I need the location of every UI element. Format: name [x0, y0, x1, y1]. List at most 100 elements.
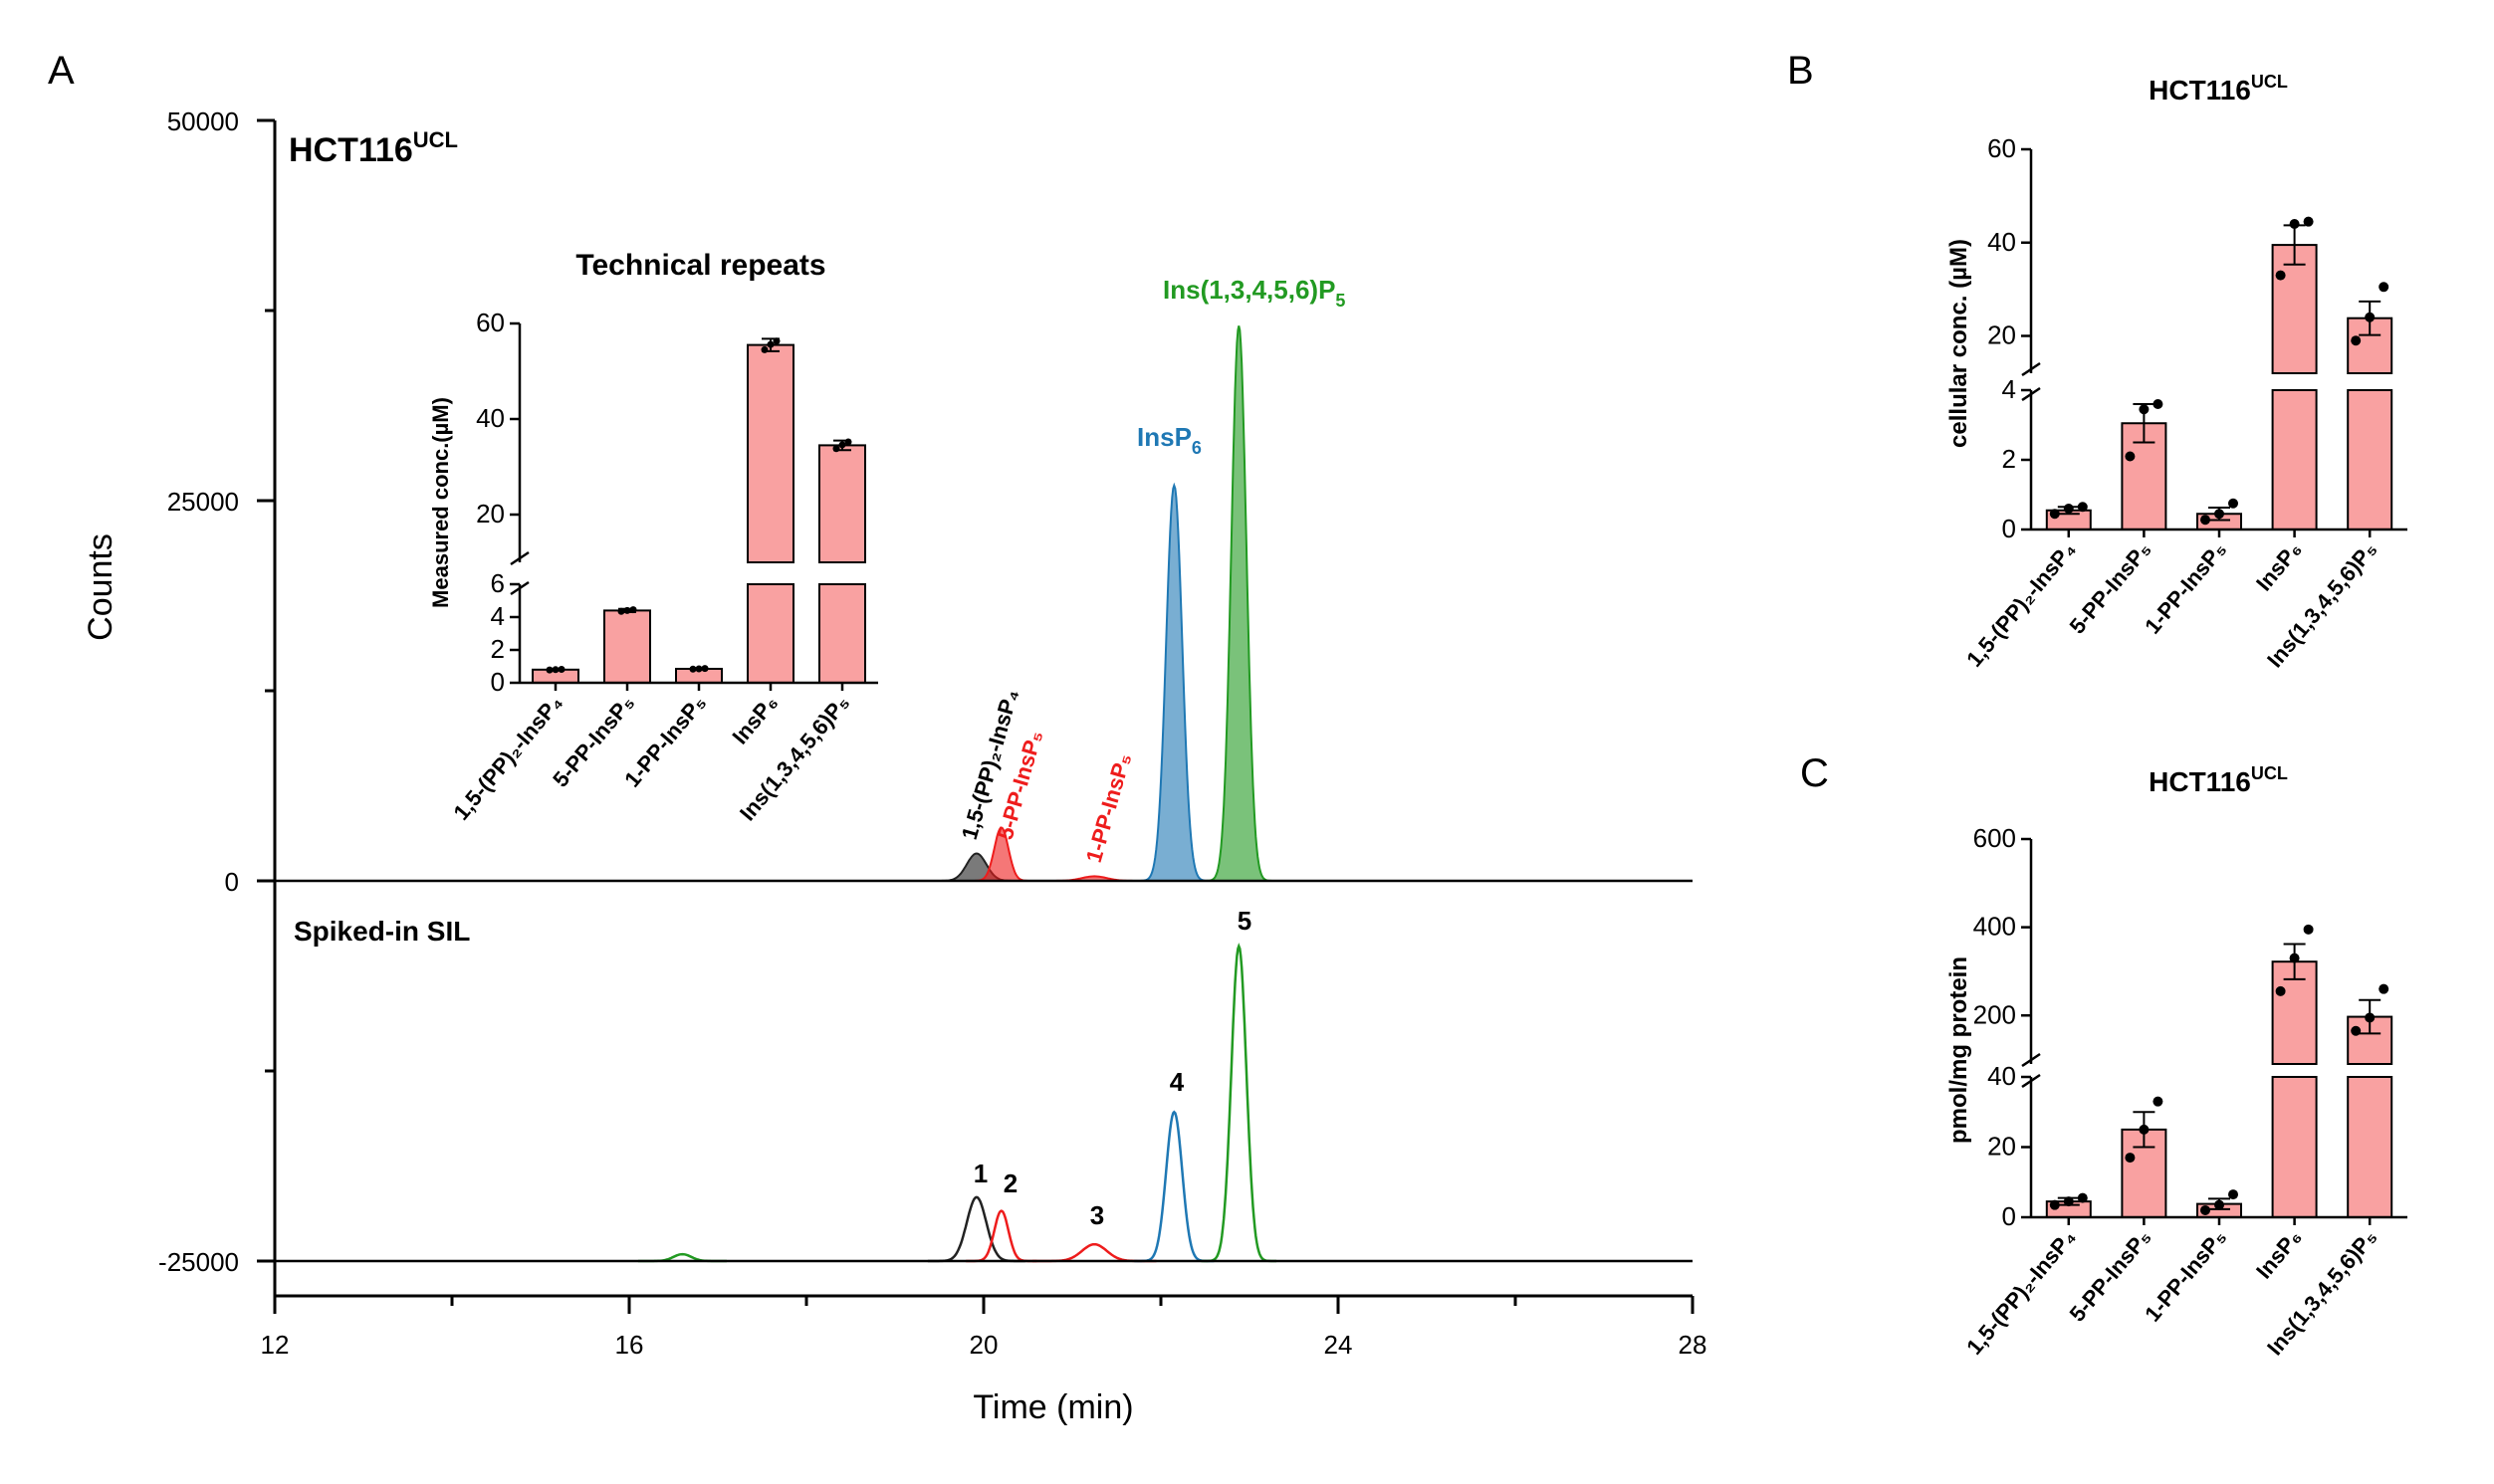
a-sample-peak — [1134, 482, 1215, 882]
y-tick-label: 60 — [1987, 133, 2016, 163]
y-tick-label: 200 — [1973, 999, 2016, 1029]
a-sample-peak — [1201, 325, 1277, 882]
data-point — [2200, 515, 2210, 526]
panel-label-b: B — [1787, 49, 1814, 93]
y-tick-label: 20 — [1987, 320, 2016, 350]
data-point — [2289, 219, 2300, 229]
y-tick-label: 0 — [2002, 1201, 2016, 1231]
panel-a-chromatogram: 50000 25000 0 -25000 12 16 20 24 28 Time… — [82, 106, 1706, 1426]
bar — [2271, 1076, 2318, 1218]
category-label: InsP₆ — [2251, 536, 2306, 595]
a-sil-number-2: 2 — [1004, 1168, 1018, 1198]
data-point — [2379, 983, 2389, 994]
data-point — [2275, 985, 2286, 996]
data-point — [832, 445, 840, 453]
data-point — [2139, 1124, 2150, 1135]
y-tick-label: 6 — [491, 568, 505, 598]
bar — [603, 609, 651, 685]
data-point — [2351, 1025, 2362, 1036]
y-tick-label: 40 — [476, 403, 505, 433]
a-sil-peak — [1201, 943, 1277, 1263]
a-peak-label-3: 1-PP-InsP₅ — [1081, 750, 1136, 865]
bar — [818, 444, 866, 563]
data-point — [2063, 1196, 2074, 1207]
a-xtick-label-24: 24 — [1324, 1330, 1353, 1360]
axis-break — [510, 550, 530, 566]
a-y-axis-label: Counts — [82, 533, 119, 641]
a-sil-number-1: 1 — [974, 1159, 988, 1188]
data-point — [2214, 1199, 2224, 1210]
data-point — [558, 665, 566, 673]
a-lower-trace-label: Spiked-in SIL — [294, 916, 470, 947]
a-sil-number-5: 5 — [1238, 906, 1251, 936]
data-point — [2125, 451, 2136, 462]
y-tick-label: 60 — [476, 308, 505, 337]
data-point — [2275, 270, 2286, 281]
data-point — [761, 345, 769, 353]
a-sil-peak — [966, 1209, 1037, 1263]
data-point — [2153, 1096, 2163, 1107]
data-point — [2214, 509, 2224, 520]
a-peak-label-4: InsP6 — [1137, 422, 1202, 458]
category-label: InsP₆ — [727, 690, 782, 748]
category-label: InsP₆ — [2251, 1224, 2306, 1283]
axis-break — [510, 580, 530, 596]
data-point — [2153, 399, 2163, 409]
axis-break — [2021, 1073, 2041, 1089]
data-point — [689, 665, 697, 673]
data-point — [773, 337, 781, 345]
data-point — [2139, 404, 2150, 415]
a-xtick-label-12: 12 — [261, 1330, 290, 1360]
a-ytick-label-50000: 50000 — [167, 106, 239, 136]
data-point — [546, 666, 554, 674]
a-sil-number-4: 4 — [1170, 1067, 1185, 1097]
data-point — [695, 665, 703, 673]
panel-label-c: C — [1800, 751, 1829, 795]
data-point — [844, 438, 852, 446]
y-tick-label: 0 — [491, 667, 505, 697]
data-point — [838, 441, 846, 449]
y-tick-label: 20 — [1987, 1132, 2016, 1162]
a-ytick-label-m25000: -25000 — [158, 1247, 239, 1277]
y-tick-label: 600 — [1973, 823, 2016, 853]
data-point — [2365, 312, 2376, 322]
a-sil-peak — [1134, 1110, 1215, 1263]
y-tick-label: 2 — [2002, 444, 2016, 474]
a-xtick-label-28: 28 — [1679, 1330, 1707, 1360]
inset-technical-repeats: Technical repeats Measured conc.(µM) 1,5… — [428, 249, 878, 825]
a-xtick-label-16: 16 — [615, 1330, 644, 1360]
a-peak-label-5: Ins(1,3,4,5,6)P5 — [1163, 275, 1345, 311]
b-y-axis-label: cellular conc. (µM) — [1945, 239, 1972, 448]
bar — [2271, 960, 2318, 1065]
data-point — [617, 607, 625, 615]
panel-c: HCT116UCL pmol/mg protein 1,5-(PP)₂-InsP… — [1945, 763, 2407, 1360]
a-sil-peak — [927, 1195, 1025, 1263]
c-y-axis-label: pmol/mg protein — [1945, 956, 1972, 1144]
axis-break — [2021, 361, 2041, 377]
category-label: 1,5-(PP)₂-InsP₄ — [1961, 1224, 2080, 1360]
a-xtick-label-20: 20 — [970, 1330, 999, 1360]
inset-title: Technical repeats — [575, 249, 825, 282]
data-point — [767, 340, 775, 348]
y-tick-label: 40 — [1987, 1061, 2016, 1091]
data-point — [2049, 509, 2060, 520]
a-ytick-label-25000: 25000 — [167, 487, 239, 517]
data-point — [701, 665, 709, 673]
y-tick-label: 0 — [2002, 514, 2016, 543]
data-point — [2365, 1012, 2376, 1023]
y-tick-label: 40 — [1987, 227, 2016, 257]
a-ytick-label-0: 0 — [225, 867, 239, 897]
panel-b: HCT116UCL cellular conc. (µM) 1,5-(PP)₂-… — [1945, 72, 2407, 672]
data-point — [623, 606, 631, 614]
bar — [818, 583, 866, 684]
data-point — [629, 606, 637, 614]
a-x-axis-label: Time (min) — [973, 1388, 1133, 1426]
data-point — [2077, 1192, 2088, 1203]
b-title: HCT116UCL — [2149, 72, 2288, 106]
a-sil-number-3: 3 — [1090, 1200, 1104, 1230]
bar — [2347, 1076, 2393, 1218]
